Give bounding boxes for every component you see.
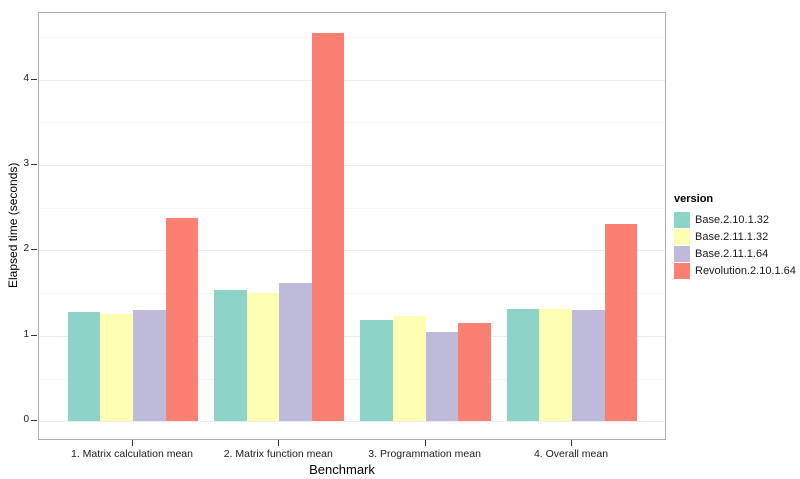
x-tick-mark <box>571 440 572 446</box>
bar <box>133 310 166 422</box>
gridline-major <box>39 79 665 81</box>
x-axis-title: Benchmark <box>309 462 375 477</box>
gridline-major <box>39 165 665 167</box>
legend-entry: Base.2.10.1.32 <box>674 211 796 228</box>
y-tick-label: 0 <box>23 414 29 426</box>
bar <box>311 32 345 422</box>
x-tick-mark <box>424 440 426 446</box>
gridline-major <box>39 250 665 252</box>
bar <box>165 218 199 422</box>
legend: version Base.2.10.1.32 Base.2.11.1.32 Base… <box>674 193 796 279</box>
legend-label: Base.2.11.1.64 <box>695 247 769 260</box>
y-tick-label: 2 <box>23 243 29 255</box>
bar <box>246 293 280 422</box>
gridline-major <box>39 335 665 337</box>
y-tick-label: 3 <box>23 158 29 170</box>
y-axis-title: Elapsed time (seconds) <box>6 162 20 288</box>
legend-entries: Base.2.10.1.32 Base.2.11.1.32 Base.2.11.1.… <box>674 211 796 279</box>
x-tick-label: 1. Matrix calculation mean <box>71 448 193 460</box>
legend-label: Base.2.11.1.32 <box>695 230 769 243</box>
y-tick-mark <box>31 78 37 80</box>
gridline-minor <box>39 36 665 38</box>
bar <box>425 331 459 422</box>
y-tick-mark <box>31 164 37 166</box>
gridline-minor <box>39 207 665 209</box>
y-tick-mark <box>31 334 37 336</box>
legend-title: version <box>674 193 714 205</box>
gridline-minor <box>39 293 665 295</box>
bar <box>458 323 491 422</box>
bar <box>506 308 540 422</box>
bar <box>279 282 312 422</box>
bar <box>393 316 426 422</box>
legend-entry: Revolution.2.10.1.64 <box>674 262 796 279</box>
legend-key-swatch <box>674 228 690 245</box>
gridline-minor <box>39 122 665 124</box>
gridline-minor <box>39 378 665 380</box>
x-tick-mark <box>132 440 133 446</box>
legend-label: Base.2.10.1.32 <box>695 213 770 226</box>
x-tick-label: 2. Matrix function mean <box>223 448 333 460</box>
legend-label: Revolution.2.10.1.64 <box>695 264 796 277</box>
y-tick-label: 1 <box>23 328 29 340</box>
legend-key-swatch <box>674 262 690 279</box>
legend-entry: Base.2.11.1.64 <box>674 245 796 262</box>
bar <box>67 312 101 422</box>
x-tick-label: 3. Programmation mean <box>368 448 481 460</box>
legend-key-swatch <box>674 211 690 228</box>
x-tick-label: 4. Overall mean <box>533 448 609 460</box>
bar <box>100 313 133 422</box>
y-tick-mark <box>31 420 37 422</box>
y-tick-label: 4 <box>23 72 29 84</box>
x-tick-mark <box>278 440 280 446</box>
bar <box>360 319 393 422</box>
bar <box>604 224 638 422</box>
bar <box>214 289 247 422</box>
plot-panel <box>38 12 666 440</box>
legend-entry: Base.2.11.1.32 <box>674 228 796 245</box>
bar <box>572 310 605 422</box>
y-tick-mark <box>31 249 37 251</box>
gridline-major <box>39 421 665 423</box>
legend-key-swatch <box>674 245 690 262</box>
bar <box>539 309 572 422</box>
